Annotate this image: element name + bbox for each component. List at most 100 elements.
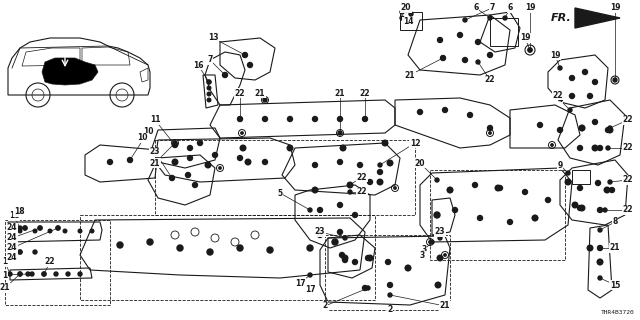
Text: 24: 24 (7, 234, 17, 243)
Circle shape (33, 250, 37, 254)
Circle shape (387, 283, 392, 287)
Circle shape (212, 153, 218, 157)
Circle shape (406, 266, 410, 270)
Circle shape (476, 39, 481, 44)
Text: 18: 18 (9, 212, 19, 220)
Circle shape (287, 116, 292, 122)
Text: 12: 12 (410, 139, 420, 148)
Text: 2: 2 (323, 301, 328, 310)
Text: 20: 20 (401, 4, 412, 12)
Circle shape (570, 93, 575, 99)
Circle shape (173, 143, 177, 147)
Circle shape (173, 141, 177, 145)
Circle shape (568, 108, 572, 112)
Circle shape (400, 10, 404, 14)
Circle shape (267, 247, 273, 253)
Circle shape (382, 140, 388, 146)
Circle shape (367, 180, 372, 185)
Circle shape (243, 53, 247, 57)
Text: 24: 24 (7, 244, 17, 252)
Circle shape (467, 113, 472, 117)
Circle shape (237, 156, 243, 161)
Circle shape (385, 260, 390, 265)
Circle shape (243, 52, 248, 58)
Circle shape (312, 163, 317, 167)
Text: 19: 19 (520, 34, 531, 43)
Circle shape (472, 182, 477, 188)
Text: 22: 22 (484, 76, 495, 84)
Circle shape (405, 265, 411, 271)
Text: 21: 21 (255, 89, 265, 98)
Circle shape (592, 145, 598, 151)
Circle shape (207, 92, 211, 96)
Circle shape (241, 132, 243, 134)
Circle shape (438, 37, 442, 43)
Circle shape (598, 245, 602, 251)
Circle shape (108, 159, 113, 164)
Circle shape (528, 48, 532, 52)
Circle shape (353, 260, 358, 265)
Circle shape (332, 239, 338, 245)
Text: FR.: FR. (551, 13, 572, 23)
Circle shape (245, 159, 251, 165)
Circle shape (264, 99, 266, 101)
Circle shape (193, 182, 198, 188)
Circle shape (538, 123, 543, 127)
Circle shape (566, 171, 570, 175)
Circle shape (337, 229, 342, 235)
Circle shape (435, 178, 439, 182)
Circle shape (18, 226, 22, 230)
Circle shape (367, 255, 372, 261)
Circle shape (170, 175, 175, 180)
Text: 5: 5 (277, 188, 283, 197)
Circle shape (378, 163, 382, 167)
Text: 8: 8 (612, 218, 618, 227)
Circle shape (394, 187, 396, 189)
Circle shape (147, 239, 153, 245)
Text: 22: 22 (235, 89, 245, 98)
Text: 23: 23 (150, 148, 160, 156)
Circle shape (18, 272, 22, 276)
Circle shape (207, 86, 211, 90)
Circle shape (188, 146, 193, 150)
Circle shape (262, 116, 268, 122)
Circle shape (458, 33, 463, 37)
Text: 9: 9 (557, 161, 563, 170)
Circle shape (338, 131, 342, 135)
Circle shape (441, 56, 445, 60)
Circle shape (18, 250, 22, 254)
Text: 10: 10 (143, 127, 153, 137)
Circle shape (348, 190, 352, 194)
Circle shape (488, 52, 493, 58)
Circle shape (388, 293, 392, 297)
Text: 23: 23 (435, 228, 445, 236)
Circle shape (593, 119, 598, 124)
Text: 18: 18 (14, 207, 24, 217)
Circle shape (342, 258, 348, 262)
Circle shape (582, 69, 588, 75)
Circle shape (463, 18, 467, 22)
Circle shape (8, 272, 12, 276)
Circle shape (317, 207, 323, 212)
Circle shape (579, 205, 585, 211)
Circle shape (173, 142, 177, 148)
Circle shape (429, 241, 431, 243)
Circle shape (343, 236, 347, 240)
Polygon shape (42, 58, 98, 85)
Circle shape (362, 285, 367, 291)
Circle shape (26, 272, 30, 276)
Circle shape (312, 187, 318, 193)
Circle shape (495, 185, 501, 191)
Circle shape (598, 246, 602, 250)
Circle shape (174, 142, 176, 144)
Text: 24: 24 (7, 223, 17, 233)
Circle shape (503, 16, 507, 20)
Circle shape (606, 146, 610, 150)
Circle shape (307, 245, 313, 251)
Circle shape (127, 157, 132, 163)
Circle shape (557, 127, 563, 132)
Circle shape (207, 249, 213, 255)
Text: 21: 21 (610, 244, 620, 252)
Circle shape (223, 73, 227, 77)
Circle shape (522, 189, 527, 195)
